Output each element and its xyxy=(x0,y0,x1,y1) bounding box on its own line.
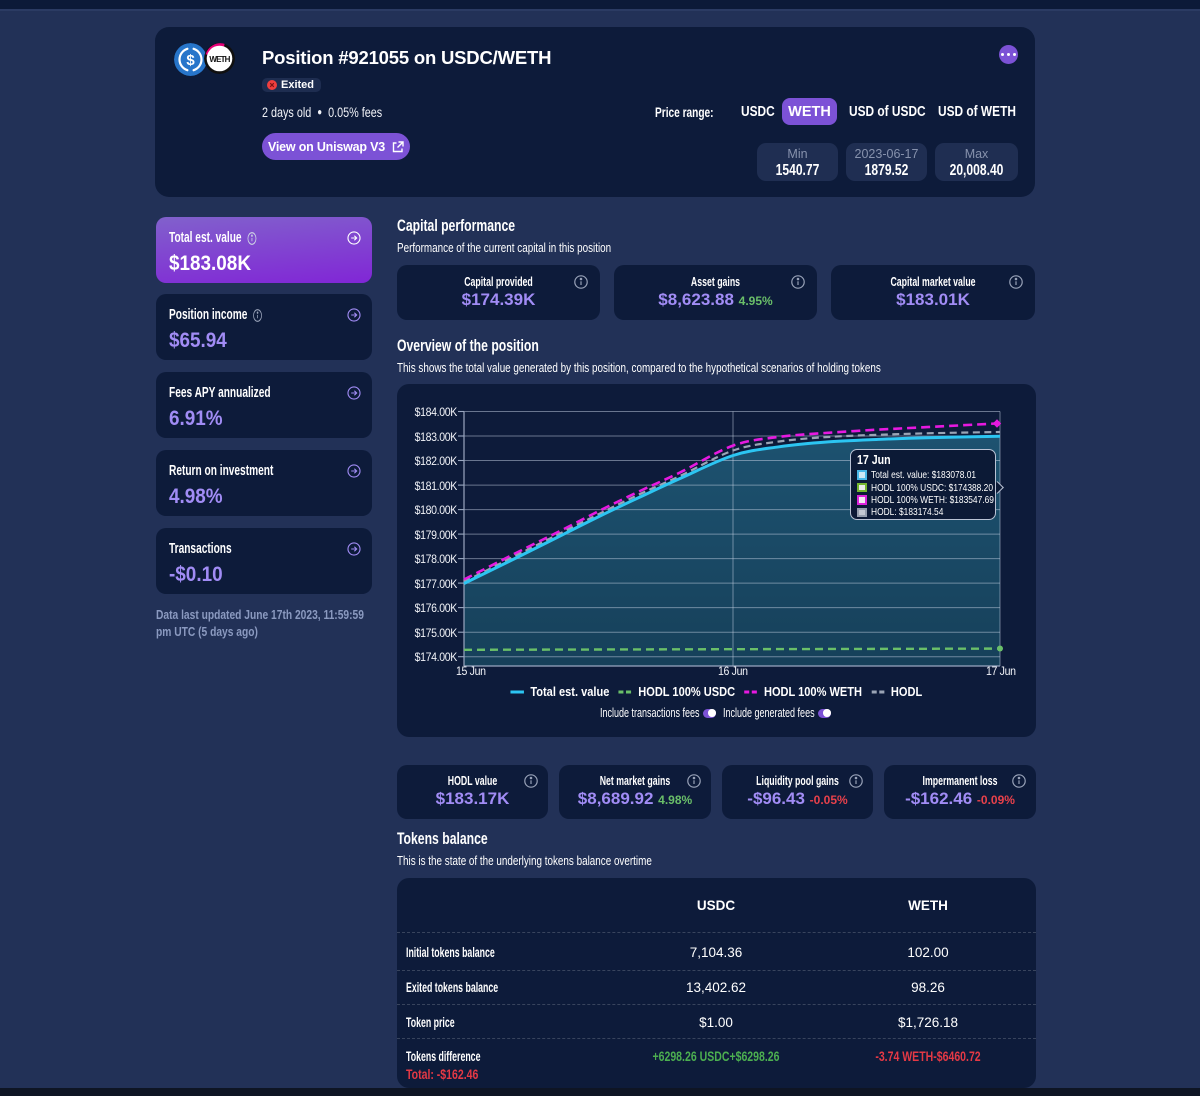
svg-text:WETH: WETH xyxy=(209,55,230,64)
svg-text:$: $ xyxy=(186,52,195,69)
